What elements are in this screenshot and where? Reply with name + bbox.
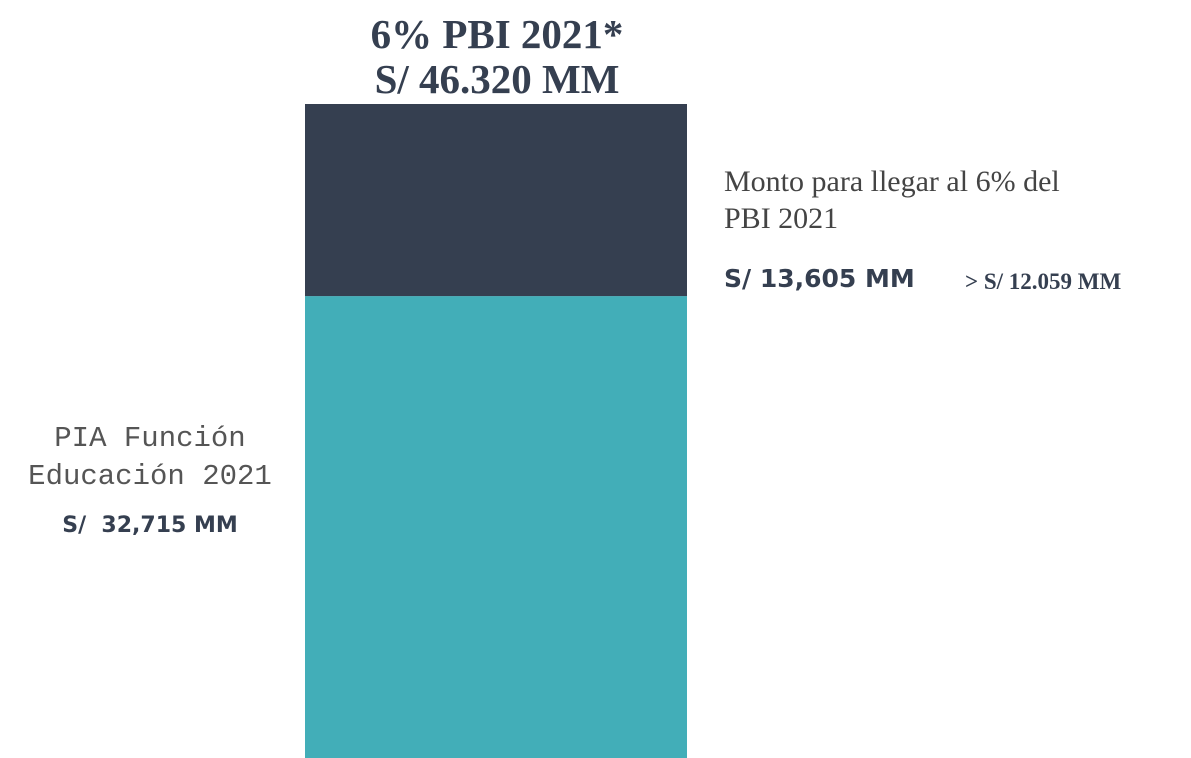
chart-subtitle: S/ 46.320 MM — [374, 56, 620, 102]
chart-title: 6% PBI 2021* — [370, 11, 624, 57]
segment-label: Monto para llegar al 6% del PBI 2021 — [724, 165, 1060, 235]
bar-segment — [305, 104, 687, 297]
value-label: S/ 32,715 MM — [62, 513, 238, 538]
value-label: S/ 13,605 MM — [724, 264, 915, 293]
segment-label: PIA Función Educación 2021 — [28, 422, 272, 493]
bar-segment — [305, 296, 687, 758]
annotation: > S/ 12.059 MM — [965, 269, 1122, 294]
